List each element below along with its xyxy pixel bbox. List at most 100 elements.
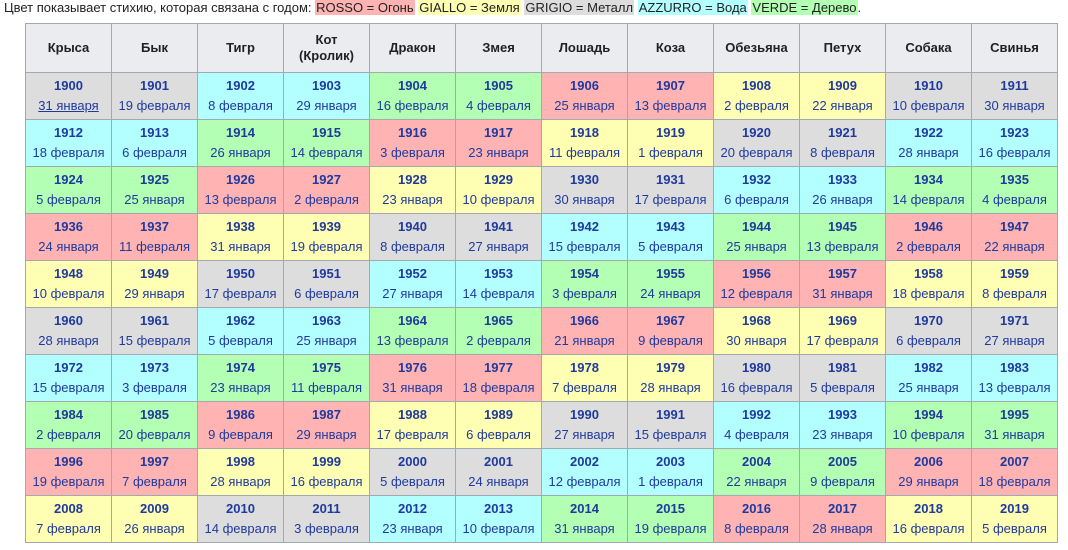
year-link[interactable]: 1929 bbox=[456, 170, 541, 190]
new-year-date-link[interactable]: 13 февраля bbox=[370, 331, 455, 351]
new-year-date-link[interactable]: 27 января bbox=[370, 284, 455, 304]
new-year-date-link[interactable]: 5 февраля bbox=[26, 190, 111, 210]
new-year-date-link[interactable]: 28 января bbox=[26, 331, 111, 351]
new-year-date-link[interactable]: 25 января bbox=[714, 237, 799, 257]
year-link[interactable]: 1934 bbox=[886, 170, 971, 190]
year-link[interactable]: 1904 bbox=[370, 76, 455, 96]
new-year-date-link[interactable]: 23 января bbox=[800, 425, 885, 445]
year-link[interactable]: 1988 bbox=[370, 405, 455, 425]
new-year-date-link[interactable]: 6 февраля bbox=[456, 425, 541, 445]
new-year-date-link[interactable]: 12 февраля bbox=[714, 284, 799, 304]
new-year-date-link[interactable]: 6 февраля bbox=[112, 143, 197, 163]
year-link[interactable]: 1937 bbox=[112, 217, 197, 237]
new-year-date-link[interactable]: 16 февраля bbox=[284, 472, 369, 492]
year-link[interactable]: 1994 bbox=[886, 405, 971, 425]
new-year-date-link[interactable]: 3 февраля bbox=[284, 519, 369, 539]
new-year-date-link[interactable]: 19 февраля bbox=[112, 96, 197, 116]
new-year-date-link[interactable]: 30 января bbox=[542, 190, 627, 210]
new-year-date-link[interactable]: 19 февраля bbox=[26, 472, 111, 492]
new-year-date-link[interactable]: 6 февраля bbox=[886, 331, 971, 351]
year-link[interactable]: 1995 bbox=[972, 405, 1057, 425]
year-link[interactable]: 1940 bbox=[370, 217, 455, 237]
new-year-date-link[interactable]: 10 февраля bbox=[886, 96, 971, 116]
year-link[interactable]: 2017 bbox=[800, 499, 885, 519]
year-link[interactable]: 1956 bbox=[714, 264, 799, 284]
new-year-date-link[interactable]: 17 февраля bbox=[198, 284, 283, 304]
year-link[interactable]: 2013 bbox=[456, 499, 541, 519]
year-link[interactable]: 1941 bbox=[456, 217, 541, 237]
year-link[interactable]: 1927 bbox=[284, 170, 369, 190]
year-link[interactable]: 1977 bbox=[456, 358, 541, 378]
new-year-date-link[interactable]: 14 февраля bbox=[284, 143, 369, 163]
year-link[interactable]: 1919 bbox=[628, 123, 713, 143]
new-year-date-link[interactable]: 13 февраля bbox=[972, 378, 1057, 398]
new-year-date-link[interactable]: 3 февраля bbox=[370, 143, 455, 163]
new-year-date-link[interactable]: 2 февраля bbox=[456, 331, 541, 351]
year-link[interactable]: 1975 bbox=[284, 358, 369, 378]
new-year-date-link[interactable]: 10 февраля bbox=[456, 190, 541, 210]
year-link[interactable]: 1992 bbox=[714, 405, 799, 425]
year-link[interactable]: 1993 bbox=[800, 405, 885, 425]
year-link[interactable]: 1990 bbox=[542, 405, 627, 425]
new-year-date-link[interactable]: 2 февраля bbox=[886, 237, 971, 257]
year-link[interactable]: 1905 bbox=[456, 76, 541, 96]
new-year-date-link[interactable]: 23 января bbox=[370, 519, 455, 539]
year-link[interactable]: 1978 bbox=[542, 358, 627, 378]
new-year-date-link[interactable]: 29 января bbox=[284, 96, 369, 116]
year-link[interactable]: 2018 bbox=[886, 499, 971, 519]
new-year-date-link[interactable]: 16 февраля bbox=[370, 96, 455, 116]
year-link[interactable]: 1938 bbox=[198, 217, 283, 237]
year-link[interactable]: 1953 bbox=[456, 264, 541, 284]
year-link[interactable]: 1912 bbox=[26, 123, 111, 143]
new-year-date-link[interactable]: 5 февраля bbox=[972, 519, 1057, 539]
new-year-date-link[interactable]: 27 января bbox=[542, 425, 627, 445]
new-year-date-link[interactable]: 17 февраля bbox=[370, 425, 455, 445]
new-year-date-link[interactable]: 23 января bbox=[370, 190, 455, 210]
new-year-date-link[interactable]: 28 января bbox=[800, 519, 885, 539]
year-link[interactable]: 1936 bbox=[26, 217, 111, 237]
new-year-date-link[interactable]: 4 февраля bbox=[972, 190, 1057, 210]
new-year-date-link[interactable]: 16 февраля bbox=[714, 378, 799, 398]
year-link[interactable]: 1900 bbox=[26, 76, 111, 96]
year-link[interactable]: 1971 bbox=[972, 311, 1057, 331]
year-link[interactable]: 1932 bbox=[714, 170, 799, 190]
year-link[interactable]: 1959 bbox=[972, 264, 1057, 284]
year-link[interactable]: 1945 bbox=[800, 217, 885, 237]
year-link[interactable]: 1943 bbox=[628, 217, 713, 237]
new-year-date-link[interactable]: 13 февраля bbox=[628, 96, 713, 116]
year-link[interactable]: 1963 bbox=[284, 311, 369, 331]
year-link[interactable]: 1902 bbox=[198, 76, 283, 96]
year-link[interactable]: 1958 bbox=[886, 264, 971, 284]
new-year-date-link[interactable]: 30 января bbox=[972, 96, 1057, 116]
year-link[interactable]: 1914 bbox=[198, 123, 283, 143]
new-year-date-link[interactable]: 18 февраля bbox=[886, 284, 971, 304]
year-link[interactable]: 1924 bbox=[26, 170, 111, 190]
new-year-date-link[interactable]: 22 января bbox=[972, 237, 1057, 257]
new-year-date-link[interactable]: 9 февраля bbox=[800, 472, 885, 492]
year-link[interactable]: 1918 bbox=[542, 123, 627, 143]
year-link[interactable]: 1922 bbox=[886, 123, 971, 143]
new-year-date-link[interactable]: 6 февраля bbox=[284, 284, 369, 304]
new-year-date-link[interactable]: 25 января bbox=[886, 378, 971, 398]
new-year-date-link[interactable]: 7 февраля bbox=[542, 378, 627, 398]
new-year-date-link[interactable]: 3 февраля bbox=[542, 284, 627, 304]
year-link[interactable]: 1913 bbox=[112, 123, 197, 143]
year-link[interactable]: 2011 bbox=[284, 499, 369, 519]
new-year-date-link[interactable]: 22 января bbox=[714, 472, 799, 492]
year-link[interactable]: 1967 bbox=[628, 311, 713, 331]
new-year-date-link[interactable]: 15 февраля bbox=[542, 237, 627, 257]
year-link[interactable]: 1961 bbox=[112, 311, 197, 331]
new-year-date-link[interactable]: 26 января bbox=[112, 519, 197, 539]
year-link[interactable]: 2016 bbox=[714, 499, 799, 519]
new-year-date-link[interactable]: 4 февраля bbox=[456, 96, 541, 116]
year-link[interactable]: 2014 bbox=[542, 499, 627, 519]
year-link[interactable]: 2012 bbox=[370, 499, 455, 519]
new-year-date-link[interactable]: 17 февраля bbox=[628, 190, 713, 210]
new-year-date-link[interactable]: 31 января bbox=[370, 378, 455, 398]
new-year-date-link[interactable]: 11 февраля bbox=[542, 143, 627, 163]
year-link[interactable]: 1944 bbox=[714, 217, 799, 237]
new-year-date-link[interactable]: 8 февраля bbox=[714, 519, 799, 539]
year-link[interactable]: 1947 bbox=[972, 217, 1057, 237]
new-year-date-link[interactable]: 7 февраля bbox=[112, 472, 197, 492]
new-year-date-link[interactable]: 8 февраля bbox=[972, 284, 1057, 304]
